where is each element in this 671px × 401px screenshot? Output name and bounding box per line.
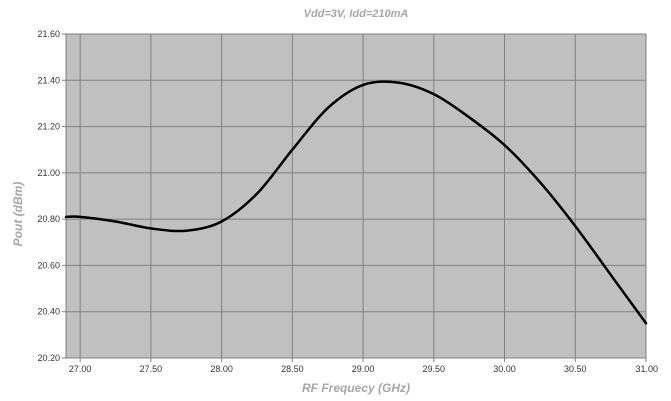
grid-lines: [66, 33, 647, 359]
y-tick-label: 20.80: [37, 214, 60, 224]
x-axis-tick-labels: 27.00 27.50 28.00 28.50 29.00 29.50 30.00 30.50…: [69, 358, 658, 374]
y-tick-label: 21.60: [37, 29, 60, 39]
plot-area: [66, 34, 646, 358]
x-tick-label: 28.50: [281, 364, 304, 374]
chart-title: Vdd=3V, Idd=210mA: [304, 8, 409, 20]
plot-border: [65, 33, 647, 359]
y-tick-label: 20.40: [37, 307, 60, 317]
x-tick-label: 31.00: [635, 364, 658, 374]
y-axis-title: Pout (dBm): [11, 182, 25, 247]
y-tick-label: 21.00: [37, 168, 60, 178]
y-axis-tick-labels: 20.20 20.40 20.60 20.80 21.00 21.20 21.40 21.60: [37, 29, 66, 363]
y-tick-label: 20.20: [37, 353, 60, 363]
x-tick-label: 27.50: [140, 364, 163, 374]
y-tick-label: 21.20: [37, 122, 60, 132]
x-tick-label: 29.00: [352, 364, 375, 374]
x-tick-label: 30.50: [564, 364, 587, 374]
x-tick-label: 27.00: [69, 364, 92, 374]
y-tick-label: 20.60: [37, 260, 60, 270]
x-axis-title: RF Frequecy (GHz): [302, 381, 410, 395]
series-layer: [64, 80, 648, 325]
series-line-pout: [64, 80, 648, 325]
x-tick-label: 30.00: [493, 364, 516, 374]
y-tick-label: 21.40: [37, 75, 60, 85]
x-tick-label: 28.00: [210, 364, 233, 374]
x-tick-label: 29.50: [423, 364, 446, 374]
